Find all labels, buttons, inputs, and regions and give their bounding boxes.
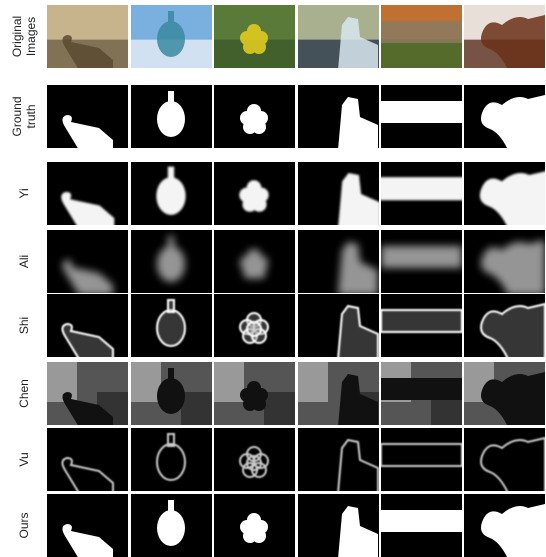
image-cell [381,162,462,225]
image-cell [298,230,379,293]
row-label: Ours [17,512,31,538]
image-cell [47,230,128,293]
image-cell [381,428,462,491]
image-cell [47,5,128,68]
row-label-line: truth [24,104,38,128]
image-cell [214,494,295,557]
row-label-line: Vu [17,452,31,466]
row-label-line: Ali [17,255,31,268]
row-label: Ali [17,255,31,268]
image-cell [131,5,212,68]
image-cell [214,5,295,68]
image-cell [298,494,379,557]
image-cell [47,294,128,357]
image-cell [298,5,379,68]
image-cell [464,230,545,293]
image-cell [131,230,212,293]
image-cell [47,362,128,425]
row-label: Vu [17,452,31,466]
row-label-line: Yi [17,188,31,198]
image-cell [464,85,545,148]
image-cell [464,494,545,557]
row-label-line: Ours [17,512,31,538]
image-cell [47,428,128,491]
image-cell [47,494,128,557]
row-label-line: Images [24,17,38,56]
image-cell [214,85,295,148]
image-cell [298,362,379,425]
image-cell [381,85,462,148]
row-label: Groundtruth [10,96,38,136]
row-label: Chen [17,379,31,408]
image-cell [298,85,379,148]
row-label-line: Chen [17,379,31,408]
row-label: Yi [17,188,31,198]
image-cell [464,162,545,225]
row-label: OriginalImages [10,16,38,57]
image-cell [464,428,545,491]
image-cell [131,162,212,225]
image-cell [214,162,295,225]
image-cell [298,162,379,225]
image-cell [214,428,295,491]
image-cell [131,85,212,148]
image-cell [47,162,128,225]
image-cell [381,362,462,425]
image-cell [214,294,295,357]
image-cell [214,230,295,293]
image-cell [464,362,545,425]
image-cell [464,294,545,357]
image-cell [214,362,295,425]
image-cell [381,5,462,68]
image-cell [131,428,212,491]
image-cell [131,494,212,557]
image-cell [381,230,462,293]
image-cell [381,294,462,357]
image-cell [47,85,128,148]
row-label-line: Original [10,16,24,57]
row-label: Shi [17,317,31,334]
row-label-line: Ground [10,96,24,136]
row-label-line: Shi [17,317,31,334]
image-cell [381,494,462,557]
image-cell [464,5,545,68]
image-cell [131,294,212,357]
image-cell [298,294,379,357]
image-cell [131,362,212,425]
image-cell [298,428,379,491]
